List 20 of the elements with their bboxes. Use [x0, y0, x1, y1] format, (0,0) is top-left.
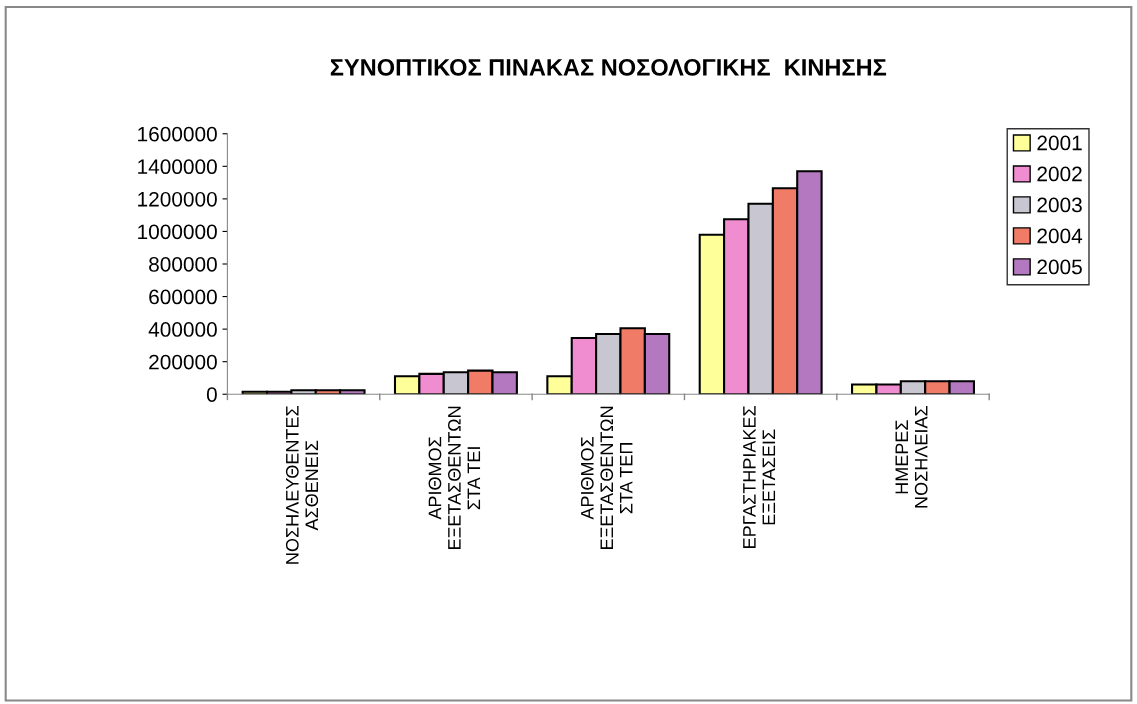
legend-label: 2004: [1037, 228, 1083, 244]
legend-label: 2003: [1037, 197, 1082, 213]
y-tick-label: 200000: [149, 354, 217, 370]
y-tick-label: 1200000: [138, 191, 217, 207]
y-tick-label: 1400000: [138, 159, 217, 175]
x-tick-label: ΑΡΙΘΜΟΣ ΕΞΕΤΑΣΘΕΝΤΩΝ ΣΤΑ ΤΕΙ: [428, 406, 481, 549]
y-tick-label: 1000000: [138, 224, 217, 240]
y-tick-label: 600000: [149, 289, 217, 305]
chart-title: ΣΥΝΟΠΤΙΚΟΣ ΠΙΝΑΚΑΣ ΝΟΣΟΛΟΓΙΚΗΣ ΚΙΝΗΣΗΣ: [330, 58, 887, 76]
legend-label: 2005: [1037, 259, 1082, 275]
x-tick-label: ΕΡΓΑΣΤΗΡΙΑΚΕΣ ΕΞΕΤΑΣΕΙΣ: [743, 406, 776, 548]
legend-label: 2001: [1037, 135, 1082, 151]
y-tick-label: 800000: [149, 257, 217, 272]
y-tick-label: 0: [206, 387, 217, 402]
y-tick-label: 1600000: [138, 126, 217, 142]
legend-label: 2002: [1037, 166, 1082, 182]
x-tick-label: ΑΡΙΘΜΟΣ ΕΞΕΤΑΣΘΕΝΤΩΝ ΣΤΑ ΤΕΠ: [580, 406, 633, 549]
x-tick-label: ΗΜΕΡΕΣ ΝΟΣΗΛΕΙΑΣ: [895, 406, 928, 508]
y-tick-label: 400000: [148, 322, 217, 337]
x-tick-label: ΝΟΣΗΛΕΥΘΕΝΤΕΣ ΑΣΘΕΝΕΙΣ: [285, 406, 319, 564]
